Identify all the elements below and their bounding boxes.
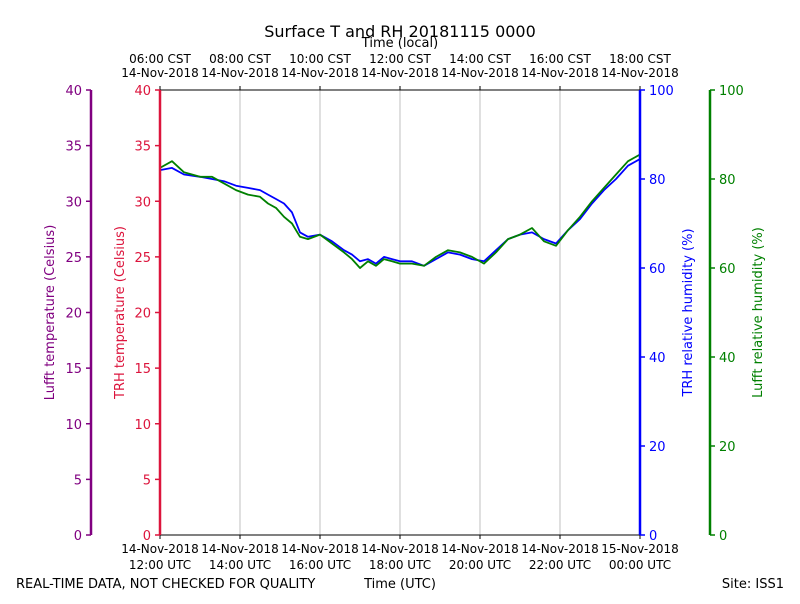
y-tick-label-trh_t: 30 <box>134 195 151 210</box>
x-tick-label-utc-date: 14-Nov-2018 <box>521 542 599 556</box>
y-tick-label-trh_rh: 20 <box>649 440 666 455</box>
x-tick-label-utc-date: 14-Nov-2018 <box>441 542 519 556</box>
y-tick-label-trh_t: 5 <box>143 473 151 488</box>
y-tick-label-lufft_rh: 40 <box>719 351 736 366</box>
y-tick-label-trh_rh: 0 <box>649 529 657 544</box>
x-tick-label-utc-date: 14-Nov-2018 <box>281 542 359 556</box>
x-tick-label-utc-time: 20:00 UTC <box>449 558 511 572</box>
x-tick-label-utc-time: 18:00 UTC <box>369 558 431 572</box>
y-tick-label-lufft_t: 40 <box>65 84 82 99</box>
series-line-trh-relative-humidity <box>159 158 641 267</box>
x-tick-label-local-date: 14-Nov-2018 <box>601 66 679 80</box>
x-tick-label-local-date: 14-Nov-2018 <box>121 66 199 80</box>
y-tick-label-trh_t: 10 <box>134 418 151 433</box>
y-tick-label-lufft_t: 25 <box>65 251 82 266</box>
y-tick-label-lufft_rh: 80 <box>719 173 736 188</box>
bottom-axis-label: Time (UTC) <box>363 577 436 592</box>
y-tick-label-trh_t: 15 <box>134 362 151 377</box>
x-tick-label-local-date: 14-Nov-2018 <box>201 66 279 80</box>
y-tick-label-lufft_t: 5 <box>74 473 82 488</box>
y-axis-label-lufft_rh: Lufft relative humidity (%) <box>751 227 766 398</box>
y-axis-label-trh_t: TRH temperature (Celsius) <box>113 226 128 400</box>
x-tick-label-local-time: 16:00 CST <box>529 52 591 66</box>
y-tick-label-lufft_rh: 100 <box>719 84 744 99</box>
x-tick-label-utc-time: 14:00 UTC <box>209 558 271 572</box>
site-label: Site: ISS1 <box>722 577 784 592</box>
y-tick-label-trh_rh: 80 <box>649 173 666 188</box>
x-tick-label-local-time: 12:00 CST <box>369 52 431 66</box>
y-tick-label-trh_t: 0 <box>143 529 151 544</box>
y-tick-label-lufft_rh: 20 <box>719 440 736 455</box>
y-tick-label-trh_t: 35 <box>134 140 151 155</box>
y-tick-label-lufft_rh: 0 <box>719 529 727 544</box>
x-tick-label-local-date: 14-Nov-2018 <box>281 66 359 80</box>
y-tick-label-lufft_rh: 60 <box>719 262 736 277</box>
y-tick-label-trh_t: 40 <box>134 84 151 99</box>
x-tick-label-local-date: 14-Nov-2018 <box>521 66 599 80</box>
y-tick-label-lufft_t: 35 <box>65 140 82 155</box>
x-tick-label-local-time: 08:00 CST <box>209 52 271 66</box>
quality-disclaimer: REAL-TIME DATA, NOT CHECKED FOR QUALITY <box>16 577 315 592</box>
x-tick-label-utc-date: 14-Nov-2018 <box>201 542 279 556</box>
y-tick-label-trh_rh: 40 <box>649 351 666 366</box>
y-tick-label-trh_rh: 100 <box>649 84 674 99</box>
x-tick-label-utc-time: 16:00 UTC <box>289 558 351 572</box>
x-tick-label-local-time: 18:00 CST <box>609 52 671 66</box>
y-axis-label-lufft_t: Lufft temperature (Celsius) <box>43 225 58 401</box>
x-tick-label-utc-time: 00:00 UTC <box>609 558 671 572</box>
y-tick-label-lufft_t: 15 <box>65 362 82 377</box>
series-lines <box>159 153 641 269</box>
y-tick-label-trh_t: 25 <box>134 251 151 266</box>
x-tick-label-local-time: 10:00 CST <box>289 52 351 66</box>
y-axes: 0 5 10 15 20 25 30 35 40 Lufft temperature (Celsi… <box>43 84 766 544</box>
y-tick-label-lufft_t: 20 <box>65 307 82 322</box>
x-tick-label-utc-date: 14-Nov-2018 <box>121 542 199 556</box>
y-tick-label-trh_t: 20 <box>134 307 151 322</box>
x-tick-label-local-time: 14:00 CST <box>449 52 511 66</box>
y-tick-label-lufft_t: 0 <box>74 529 82 544</box>
x-tick-label-utc-date: 15-Nov-2018 <box>601 542 679 556</box>
x-tick-label-local-date: 14-Nov-2018 <box>441 66 519 80</box>
chart-title: Surface T and RH 20181115 0000 <box>264 22 536 41</box>
top-axis-label: Time (local) <box>361 36 438 51</box>
y-tick-label-lufft_t: 10 <box>65 418 82 433</box>
y-axis-label-trh_rh: TRH relative humidity (%) <box>681 228 696 397</box>
x-tick-label-local-date: 14-Nov-2018 <box>361 66 439 80</box>
grid-lines <box>239 90 561 535</box>
y-tick-label-trh_rh: 60 <box>649 262 666 277</box>
series-line-lufft-relative-humidity <box>159 153 641 269</box>
x-tick-label-local-time: 06:00 CST <box>129 52 191 66</box>
x-tick-label-utc-time: 22:00 UTC <box>529 558 591 572</box>
y-tick-label-lufft_t: 30 <box>65 195 82 210</box>
x-tick-label-utc-date: 14-Nov-2018 <box>361 542 439 556</box>
x-tick-label-utc-time: 12:00 UTC <box>129 558 191 572</box>
